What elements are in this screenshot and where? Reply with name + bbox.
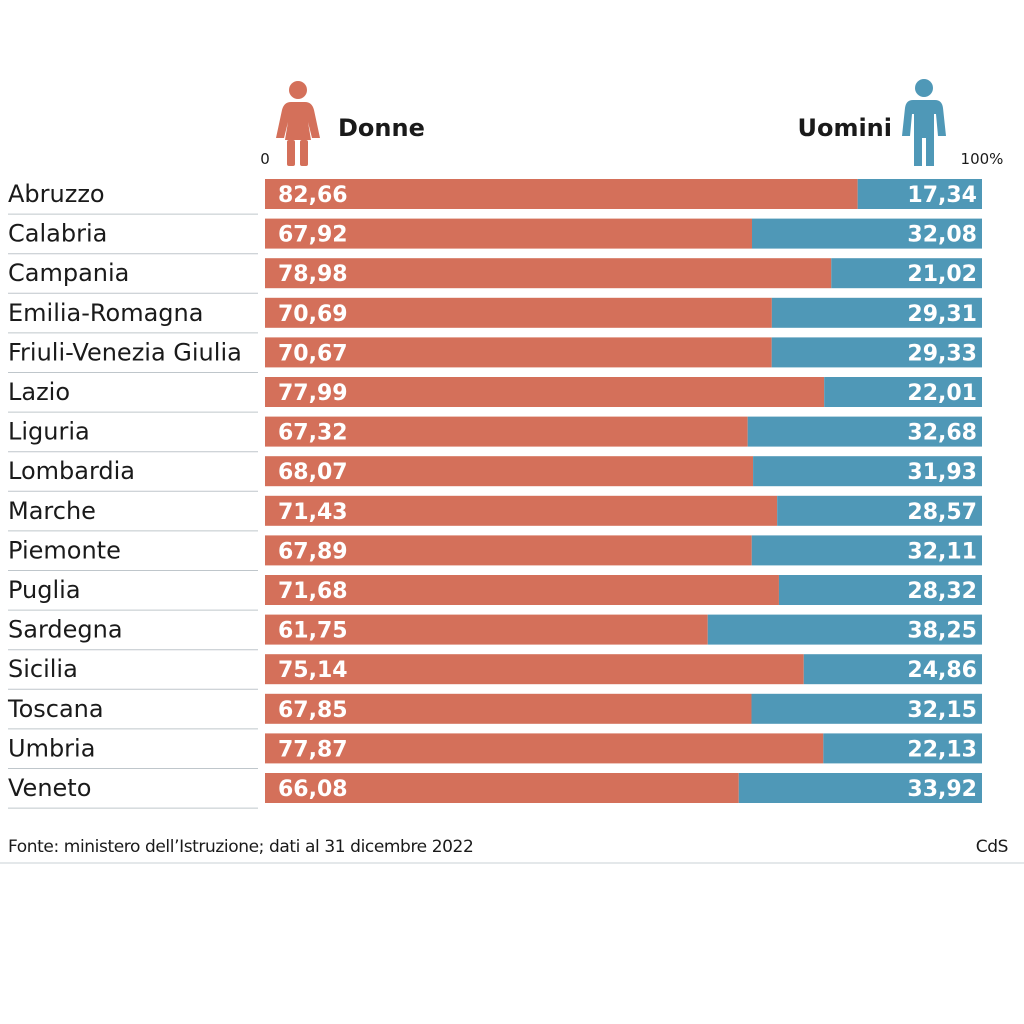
bar-donne bbox=[265, 258, 832, 289]
value-label-uomini: 29,31 bbox=[907, 302, 977, 327]
bar-uomini bbox=[751, 535, 982, 566]
bar-donne bbox=[265, 495, 778, 526]
credit-label: CdS bbox=[976, 837, 1008, 857]
region-label: Toscana bbox=[7, 695, 104, 723]
bar-uomini bbox=[823, 733, 982, 764]
value-label-donne: 71,68 bbox=[278, 579, 348, 604]
value-label-uomini: 28,32 bbox=[907, 579, 977, 604]
chart-panel: Donne Uomini 0 100% Abruzzo 82,66 17,34 Cal… bbox=[0, 72, 1024, 864]
bar-uomini bbox=[778, 575, 982, 605]
bar-uomini bbox=[751, 693, 982, 724]
bar-donne bbox=[265, 614, 708, 645]
region-label: Sardegna bbox=[8, 616, 123, 644]
region-label: Marche bbox=[8, 497, 96, 525]
bar-uomini bbox=[771, 297, 982, 328]
value-label-uomini: 21,02 bbox=[907, 262, 977, 287]
value-label-donne: 77,87 bbox=[278, 737, 348, 762]
bar-donne bbox=[265, 416, 748, 447]
bar-donne bbox=[265, 377, 825, 407]
region-label: Calabria bbox=[8, 220, 107, 248]
value-label-uomini: 32,08 bbox=[907, 223, 977, 248]
bar-uomini bbox=[751, 218, 982, 249]
region-label: Friuli-Venezia Giulia bbox=[8, 338, 242, 366]
value-label-donne: 70,67 bbox=[278, 341, 348, 366]
bar-donne bbox=[265, 297, 772, 328]
value-label-donne: 68,07 bbox=[278, 460, 348, 485]
region-label: Veneto bbox=[8, 774, 91, 802]
bar-donne bbox=[265, 575, 779, 605]
bar-uomini bbox=[824, 377, 982, 407]
bar-donne bbox=[265, 733, 824, 764]
legend-donne-label: Donne bbox=[338, 114, 425, 142]
value-label-donne: 67,92 bbox=[278, 223, 348, 248]
bar-uomini bbox=[738, 773, 982, 803]
source-note: Fonte: ministero dell’Istruzione; dati a… bbox=[8, 837, 473, 857]
region-label: Emilia-Romagna bbox=[8, 299, 203, 327]
region-label: Campania bbox=[8, 259, 129, 287]
value-label-uomini: 28,57 bbox=[907, 500, 977, 525]
chart-rows: Abruzzo 82,66 17,34 Calabria 67,92 32,08 Campa… bbox=[7, 179, 982, 809]
region-label: Lazio bbox=[8, 378, 70, 406]
bar-donne bbox=[265, 337, 772, 368]
bar-donne bbox=[265, 456, 754, 487]
value-label-uomini: 22,13 bbox=[907, 737, 977, 762]
value-label-donne: 71,43 bbox=[278, 500, 348, 525]
value-label-uomini: 32,15 bbox=[907, 698, 977, 723]
value-label-donne: 67,85 bbox=[278, 698, 348, 723]
region-label: Puglia bbox=[8, 576, 81, 604]
value-label-donne: 66,08 bbox=[278, 777, 348, 802]
bar-uomini bbox=[771, 337, 982, 368]
stacked-bar-chart: Donne Uomini 0 100% Abruzzo 82,66 17,34 Cal… bbox=[7, 79, 1008, 857]
bar-uomini bbox=[753, 456, 982, 487]
legend-uomini-label: Uomini bbox=[797, 114, 892, 142]
value-label-uomini: 29,33 bbox=[907, 341, 977, 366]
region-label: Piemonte bbox=[8, 536, 121, 564]
region-label: Liguria bbox=[8, 418, 90, 446]
bar-uomini bbox=[747, 416, 982, 447]
value-label-donne: 70,69 bbox=[278, 302, 348, 327]
value-label-uomini: 32,11 bbox=[907, 539, 977, 564]
woman-icon bbox=[276, 81, 320, 166]
value-label-uomini: 24,86 bbox=[907, 658, 977, 683]
value-label-donne: 82,66 bbox=[278, 183, 348, 208]
value-label-donne: 75,14 bbox=[278, 658, 348, 683]
value-label-uomini: 17,34 bbox=[907, 183, 977, 208]
value-label-uomini: 38,25 bbox=[907, 619, 977, 644]
region-label: Umbria bbox=[8, 734, 95, 762]
value-label-donne: 78,98 bbox=[278, 262, 348, 287]
bar-donne bbox=[265, 535, 752, 566]
bar-donne bbox=[265, 654, 804, 685]
region-label: Sicilia bbox=[8, 655, 78, 683]
man-icon bbox=[902, 79, 946, 166]
bar-uomini bbox=[777, 495, 982, 526]
value-label-donne: 67,89 bbox=[278, 539, 348, 564]
region-label: Lombardia bbox=[8, 457, 135, 485]
value-label-uomini: 22,01 bbox=[907, 381, 977, 406]
bar-donne bbox=[265, 773, 739, 803]
bar-donne bbox=[265, 693, 752, 724]
bar-uomini bbox=[857, 179, 982, 209]
value-label-donne: 77,99 bbox=[278, 381, 348, 406]
value-label-uomini: 31,93 bbox=[907, 460, 977, 485]
value-label-donne: 61,75 bbox=[278, 619, 348, 644]
bar-uomini bbox=[803, 654, 982, 685]
value-label-uomini: 33,92 bbox=[907, 777, 977, 802]
axis-min-label: 0 bbox=[260, 150, 270, 168]
bar-donne bbox=[265, 218, 752, 249]
bar-uomini bbox=[707, 614, 982, 645]
bar-donne bbox=[265, 179, 858, 209]
axis-max-label: 100% bbox=[961, 150, 1004, 168]
value-label-uomini: 32,68 bbox=[907, 421, 977, 446]
region-label: Abruzzo bbox=[8, 180, 105, 208]
bar-uomini bbox=[831, 258, 982, 289]
value-label-donne: 67,32 bbox=[278, 421, 348, 446]
